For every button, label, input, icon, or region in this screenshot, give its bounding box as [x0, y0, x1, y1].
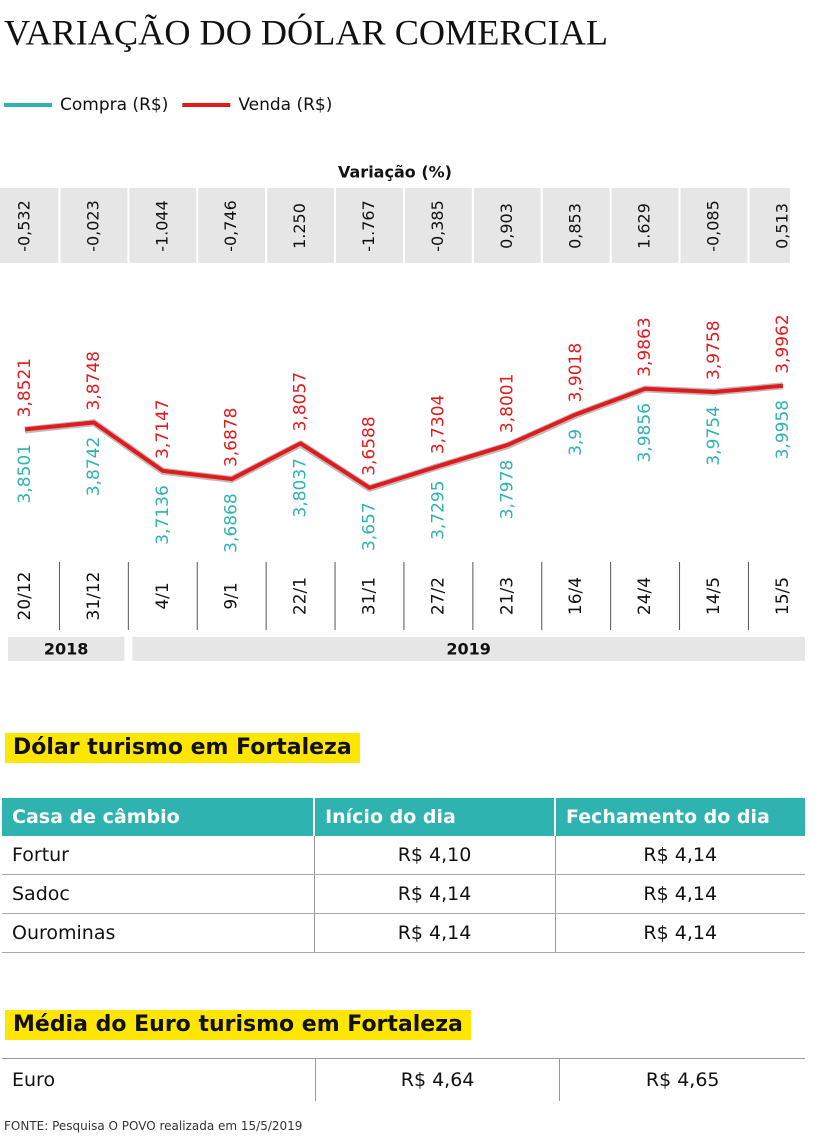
header-cell: Casa de câmbio [2, 798, 315, 836]
section-title: Dólar turismo em Fortaleza [5, 733, 360, 763]
data-label: 3,7978 [497, 460, 517, 519]
data-label: 3,8501 [15, 444, 35, 503]
row: Ourominas R$ 4,14 R$ 4,14 [2, 913, 805, 953]
euro-table: Euro R$ 4,64 R$ 4,65 [2, 1058, 805, 1101]
x-tick-label: 16/4 [566, 577, 586, 615]
data-label: 3,8748 [84, 351, 104, 410]
variation-label: 0,853 [566, 203, 585, 249]
cell: R$ 4,14 [554, 913, 805, 953]
chart: VARIAÇÃO DO DÓLAR COMERCIAL Variação (%)… [0, 12, 806, 661]
data-label: 3,8001 [497, 374, 517, 433]
x-tick-label: 9/1 [222, 582, 242, 609]
data-label: 3,9 [566, 429, 586, 456]
x-tick-label: 22/1 [291, 577, 311, 615]
x-tick-label: 27/2 [428, 577, 448, 615]
variation-label: -0,746 [221, 200, 240, 252]
cell: R$ 4,14 [313, 913, 555, 953]
cell: Fortur [2, 836, 315, 875]
data-label: 3,8521 [15, 358, 35, 417]
variation-label: 1.250 [290, 203, 309, 249]
legend-label: Venda (R$) [238, 95, 332, 115]
year-band [132, 637, 806, 661]
legend-label: Compra (R$) [60, 95, 168, 115]
row: Sadoc R$ 4,14 R$ 4,14 [2, 874, 805, 914]
x-tick-label: 4/1 [153, 582, 173, 609]
data-label: 3,8037 [291, 458, 311, 517]
data-label: 3,7147 [153, 399, 173, 458]
x-tick-label: 31/1 [360, 577, 380, 615]
data-label: 3,9958 [773, 400, 793, 459]
data-label: 3,657 [360, 502, 380, 551]
x-tick-label: 21/3 [497, 577, 517, 615]
year-band [8, 637, 125, 661]
variation-band [0, 188, 790, 263]
row: Fortur R$ 4,10 R$ 4,14 [2, 836, 805, 875]
data-label: 3,9856 [635, 403, 655, 462]
header-cell: Início do dia [313, 798, 555, 836]
data-label: 3,8057 [291, 372, 311, 431]
cell: R$ 4,65 [559, 1058, 805, 1101]
cell: R$ 4,14 [313, 874, 555, 914]
row: Euro R$ 4,64 R$ 4,65 [2, 1058, 805, 1101]
x-tick-label: 20/12 [15, 572, 35, 621]
variation-label: -0,385 [428, 200, 447, 252]
variation-label: 1.629 [635, 203, 654, 249]
x-tick-label: 31/12 [84, 572, 104, 621]
data-label: 3,9758 [704, 320, 724, 379]
data-label: 3,6588 [360, 416, 380, 475]
x-tick-label: 15/5 [773, 577, 793, 615]
data-label: 3,7136 [153, 485, 173, 544]
variation-label: 0,903 [497, 203, 516, 249]
year-label: 2018 [44, 640, 89, 659]
x-tick-label: 24/4 [635, 577, 655, 615]
data-label: 3,9863 [635, 317, 655, 376]
data-label: 3,9754 [704, 406, 724, 465]
variation-label: 0,513 [772, 203, 791, 249]
data-label: 3,8742 [84, 437, 104, 496]
cell: R$ 4,14 [554, 836, 805, 875]
exchange-table: Casa de câmbio Início do dia Fechamento do… [2, 798, 805, 953]
year-label: 2019 [446, 640, 491, 659]
header-row: Casa de câmbio Início do dia Fechamento do… [2, 798, 805, 836]
data-label: 3,6868 [222, 493, 242, 552]
variation-label: -0,085 [704, 200, 723, 252]
cell: R$ 4,64 [314, 1058, 560, 1101]
variation-label: -1.044 [152, 200, 171, 252]
section-title: Média do Euro turismo em Fortaleza [5, 1010, 471, 1040]
cell: Euro [12, 1069, 56, 1091]
variation-label: -0,023 [83, 200, 102, 252]
data-label: 3,9018 [566, 343, 586, 402]
cell: R$ 4,10 [313, 836, 555, 875]
header-cell: Fechamento do dia [554, 798, 805, 836]
chart-title: VARIAÇÃO DO DÓLAR COMERCIAL [4, 12, 608, 52]
line [24, 382, 784, 492]
data-label: 3,7304 [428, 395, 448, 454]
data-label: 3,7295 [428, 480, 448, 539]
data-label: 3,6878 [222, 408, 242, 467]
data-label: 3,9962 [773, 314, 793, 373]
cell: R$ 4,14 [554, 874, 805, 914]
source: FONTE: Pesquisa O POVO realizada em 15/5… [4, 1119, 303, 1133]
line [24, 383, 784, 490]
variation-label: -1.767 [359, 200, 378, 252]
variation-title: Variação (%) [338, 163, 452, 182]
variation-label: -0,532 [15, 200, 34, 252]
cell: Sadoc [2, 874, 315, 914]
cell: Ourominas [2, 913, 315, 953]
x-tick-label: 14/5 [704, 577, 724, 615]
